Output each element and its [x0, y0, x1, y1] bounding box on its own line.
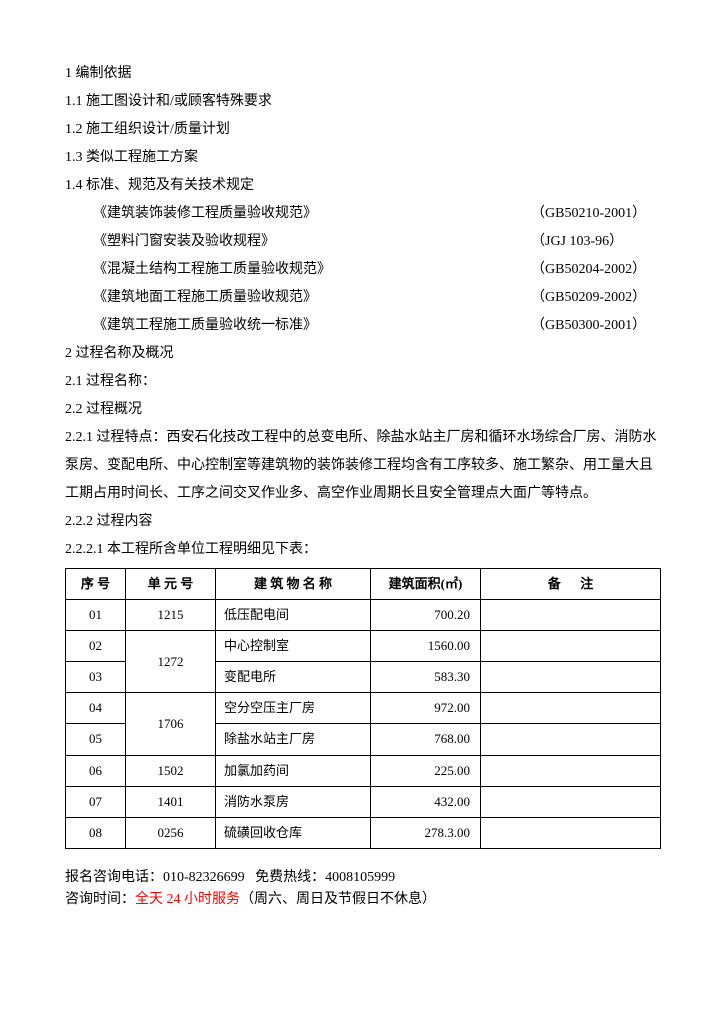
- footer-line-1: 报名咨询电话：010-82326699 免费热线：4008105999: [65, 867, 661, 889]
- standard-row: 《混凝土结构工程施工质量验收规范》 （GB50204-2002）: [93, 256, 661, 284]
- cell-seq: 07: [66, 786, 126, 817]
- cell-unit: 1502: [126, 755, 216, 786]
- cell-seq: 02: [66, 631, 126, 662]
- cell-seq: 06: [66, 755, 126, 786]
- standard-row: 《建筑工程施工质量验收统一标准》 （GB50300-2001）: [93, 312, 661, 340]
- heading-2: 2 过程名称及概况: [65, 340, 661, 368]
- table-header-row: 序 号 单 元 号 建 筑 物 名 称 建筑面积(㎡) 备 注: [66, 569, 661, 600]
- standard-code: （GB50204-2002）: [531, 256, 661, 284]
- cell-unit: 1706: [126, 693, 216, 755]
- cell-seq: 04: [66, 693, 126, 724]
- cell-name: 变配电所: [216, 662, 371, 693]
- footer-line-2: 咨询时间：全天 24 小时服务（周六、周日及节假日不休息）: [65, 889, 661, 911]
- cell-seq: 01: [66, 600, 126, 631]
- standard-name: 《塑料门窗安装及验收规程》: [93, 228, 275, 256]
- cell-area: 972.00: [371, 693, 481, 724]
- heading-2-2-2-1: 2.2.2.1 本工程所含单位工程明细见下表：: [65, 536, 661, 564]
- cell-remark: [481, 786, 661, 817]
- cell-seq: 03: [66, 662, 126, 693]
- cell-name: 除盐水站主厂房: [216, 724, 371, 755]
- heading-1-2: 1.2 施工组织设计/质量计划: [65, 116, 661, 144]
- cell-area: 583.30: [371, 662, 481, 693]
- standard-code: （GB50210-2001）: [531, 200, 661, 228]
- table-row: 02 1272 中心控制室 1560.00: [66, 631, 661, 662]
- cell-name: 中心控制室: [216, 631, 371, 662]
- footer-red-text: 全天 24 小时服务: [135, 892, 240, 907]
- standard-name: 《建筑工程施工质量验收统一标准》: [93, 312, 317, 340]
- cell-name: 加氯加药间: [216, 755, 371, 786]
- th-seq: 序 号: [66, 569, 126, 600]
- cell-unit: 1215: [126, 600, 216, 631]
- cell-area: 700.20: [371, 600, 481, 631]
- table-row: 01 1215 低压配电间 700.20: [66, 600, 661, 631]
- heading-2-1: 2.1 过程名称：: [65, 368, 661, 396]
- cell-remark: [481, 724, 661, 755]
- heading-2-2: 2.2 过程概况: [65, 396, 661, 424]
- th-remark: 备 注: [481, 569, 661, 600]
- standard-name: 《建筑装饰装修工程质量验收规范》: [93, 200, 317, 228]
- unit-project-table: 序 号 单 元 号 建 筑 物 名 称 建筑面积(㎡) 备 注 01 1215 …: [65, 568, 661, 849]
- cell-seq: 05: [66, 724, 126, 755]
- cell-area: 768.00: [371, 724, 481, 755]
- standard-name: 《混凝土结构工程施工质量验收规范》: [93, 256, 331, 284]
- standard-name: 《建筑地面工程施工质量验收规范》: [93, 284, 317, 312]
- th-unit: 单 元 号: [126, 569, 216, 600]
- cell-unit: 1401: [126, 786, 216, 817]
- cell-area: 432.00: [371, 786, 481, 817]
- cell-unit: 0256: [126, 817, 216, 848]
- standard-row: 《建筑地面工程施工质量验收规范》 （GB50209-2002）: [93, 284, 661, 312]
- heading-2-2-2: 2.2.2 过程内容: [65, 508, 661, 536]
- cell-remark: [481, 755, 661, 786]
- table-row: 06 1502 加氯加药间 225.00: [66, 755, 661, 786]
- paragraph-2-2-1: 2.2.1 过程特点：西安石化技改工程中的总变电所、除盐水站主厂房和循环水场综合…: [65, 424, 661, 508]
- table-row: 07 1401 消防水泵房 432.00: [66, 786, 661, 817]
- cell-remark: [481, 693, 661, 724]
- cell-name: 空分空压主厂房: [216, 693, 371, 724]
- footer-tail: （周六、周日及节假日不休息）: [240, 892, 436, 907]
- standard-code: （GB50300-2001）: [531, 312, 661, 340]
- footer: 报名咨询电话：010-82326699 免费热线：4008105999 咨询时间…: [65, 867, 661, 912]
- cell-remark: [481, 631, 661, 662]
- standards-list: 《建筑装饰装修工程质量验收规范》 （GB50210-2001） 《塑料门窗安装及…: [65, 200, 661, 340]
- cell-unit: 1272: [126, 631, 216, 693]
- th-area: 建筑面积(㎡): [371, 569, 481, 600]
- cell-remark: [481, 600, 661, 631]
- cell-remark: [481, 662, 661, 693]
- cell-name: 硫磺回收仓库: [216, 817, 371, 848]
- cell-seq: 08: [66, 817, 126, 848]
- heading-1-4: 1.4 标准、规范及有关技术规定: [65, 172, 661, 200]
- cell-remark: [481, 817, 661, 848]
- cell-name: 低压配电间: [216, 600, 371, 631]
- cell-area: 278.3.00: [371, 817, 481, 848]
- cell-name: 消防水泵房: [216, 786, 371, 817]
- standard-code: （GB50209-2002）: [531, 284, 661, 312]
- cell-area: 1560.00: [371, 631, 481, 662]
- table-row: 04 1706 空分空压主厂房 972.00: [66, 693, 661, 724]
- standard-row: 《塑料门窗安装及验收规程》 （JGJ 103-96）: [93, 228, 661, 256]
- footer-label: 咨询时间：: [65, 892, 135, 907]
- standard-row: 《建筑装饰装修工程质量验收规范》 （GB50210-2001）: [93, 200, 661, 228]
- table-row: 08 0256 硫磺回收仓库 278.3.00: [66, 817, 661, 848]
- heading-1: 1 编制依据: [65, 60, 661, 88]
- label-2-2-1: 2.2.1 过程特点：: [65, 430, 167, 445]
- cell-area: 225.00: [371, 755, 481, 786]
- standard-code: （JGJ 103-96）: [531, 228, 661, 256]
- heading-1-1: 1.1 施工图设计和/或顾客特殊要求: [65, 88, 661, 116]
- th-building: 建 筑 物 名 称: [216, 569, 371, 600]
- heading-1-3: 1.3 类似工程施工方案: [65, 144, 661, 172]
